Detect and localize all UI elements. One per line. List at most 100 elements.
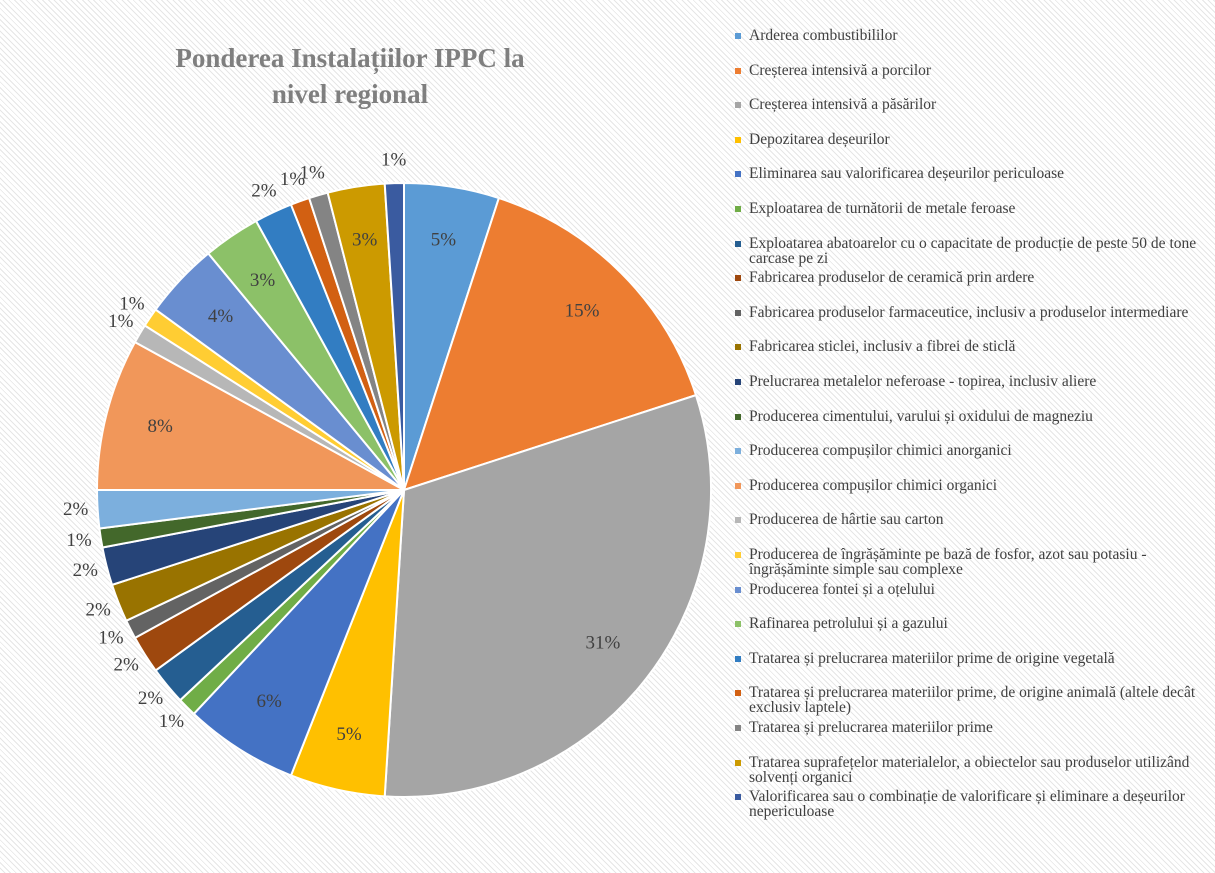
- legend-swatch: [735, 240, 741, 247]
- legend-label: Creșterea intensivă a păsărilor: [749, 96, 937, 114]
- data-label: 31%: [585, 633, 620, 654]
- data-label: 1%: [66, 530, 92, 551]
- legend-item: Creșterea intensivă a păsărilor: [735, 97, 1215, 112]
- data-label: 1%: [98, 628, 124, 649]
- legend-item: Prelucrarea metalelor neferoase - topire…: [735, 374, 1215, 389]
- legend-item: Creșterea intensivă a porcilor: [735, 61, 1215, 79]
- legend-label: Depozitarea deșeurilor: [749, 130, 890, 148]
- legend-item: Depozitarea deșeurilor: [735, 132, 1215, 147]
- legend-item: Exploatarea de turnătorii de metale fero…: [735, 201, 1215, 216]
- pie-slice: [402, 196, 698, 492]
- data-label: 1%: [159, 711, 185, 732]
- legend-swatch: [735, 344, 741, 351]
- legend-item: Arderea combustibililor: [735, 28, 1215, 43]
- legend-swatch: [735, 136, 741, 143]
- legend-item: Producerea de hârtie sau carton: [735, 511, 1215, 529]
- legend-item: Producerea compușilor chimici anorganici: [735, 443, 1215, 458]
- legend-label: Tratarea suprafețelor materialelor, a ob…: [749, 753, 1190, 786]
- legend-swatch: [735, 413, 741, 420]
- data-label: 2%: [114, 655, 140, 676]
- legend-label: Rafinarea petrolului și a gazului: [749, 615, 948, 633]
- data-label: 8%: [148, 416, 174, 437]
- legend-item: Tratarea și prelucrarea materiilor prime…: [735, 651, 1215, 666]
- legend: Arderea combustibililor Creșterea intensi…: [735, 28, 1215, 873]
- legend-label: Valorificarea sau o combinație de valori…: [749, 788, 1185, 821]
- pie-slice: [95, 340, 405, 491]
- legend-label: Exploatarea abatoarelor cu o capacitate …: [749, 234, 1197, 267]
- pie-slice: [383, 181, 405, 491]
- legend-item: Producerea de îngrășăminte pe bază de fo…: [735, 547, 1215, 577]
- legend-swatch: [735, 171, 741, 178]
- data-label: 6%: [256, 691, 282, 712]
- legend-swatch: [735, 275, 741, 282]
- legend-item: Producerea cimentului, varului și oxidul…: [735, 407, 1215, 425]
- legend-swatch: [735, 725, 741, 731]
- legend-item: Producerea fontei și a oțelului: [735, 580, 1215, 598]
- data-label: 1%: [300, 162, 326, 183]
- legend-label: Producerea compușilor chimici anorganici: [749, 442, 1012, 460]
- legend-label: Fabricarea produselor de ceramică prin a…: [749, 269, 1035, 287]
- legend-label: Producerea compușilor chimici organici: [749, 476, 998, 494]
- pie-slice: [383, 393, 712, 798]
- data-label: 2%: [138, 688, 164, 709]
- legend-swatch: [735, 655, 741, 662]
- legend-item: Producerea compușilor chimici organici: [735, 478, 1215, 493]
- legend-label: Fabricarea produselor farmaceutice, incl…: [749, 303, 1189, 321]
- legend-swatch: [735, 586, 741, 593]
- chart-title: Ponderea Instalațiilor IPPC la nivel reg…: [175, 43, 525, 109]
- legend-label: Exploatarea de turnătorii de metale fero…: [749, 200, 1016, 217]
- legend-label: Prelucrarea metalelor neferoase - topire…: [749, 373, 1097, 390]
- data-label: 5%: [431, 230, 457, 251]
- legend-swatch: [735, 102, 741, 109]
- legend-item: Tratarea și prelucrarea materiilor prime: [735, 720, 1215, 735]
- data-label: 1%: [119, 293, 145, 314]
- legend-swatch: [735, 309, 741, 316]
- legend-swatch: [735, 33, 741, 39]
- data-label: 3%: [352, 230, 378, 251]
- legend-swatch: [735, 621, 741, 628]
- data-label: 2%: [73, 560, 99, 581]
- legend-swatch: [735, 690, 741, 697]
- legend-swatch: [735, 67, 741, 74]
- legend-label: Arderea combustibililor: [749, 28, 898, 44]
- legend-swatch: [735, 517, 741, 524]
- legend-item: Fabricarea produselor farmaceutice, incl…: [735, 305, 1215, 320]
- legend-item: Fabricarea produselor de ceramică prin a…: [735, 270, 1215, 285]
- legend-swatch: [735, 379, 741, 385]
- legend-label: Tratarea și prelucrarea materiilor prime…: [749, 684, 1196, 717]
- data-label: 2%: [85, 599, 111, 620]
- legend-label: Producerea fontei și a oțelului: [749, 580, 935, 598]
- data-label: 3%: [250, 270, 276, 291]
- legend-item: Valorificarea sau o combinație de valori…: [735, 789, 1215, 819]
- legend-swatch: [735, 759, 741, 766]
- legend-item: Fabricarea sticlei, inclusiv a fibrei de…: [735, 338, 1215, 356]
- data-label: 1%: [280, 169, 306, 190]
- legend-item: Eliminarea sau valorificarea deșeurilor …: [735, 165, 1215, 183]
- data-label: 2%: [251, 181, 277, 202]
- legend-label: Producerea de hârtie sau carton: [749, 511, 944, 529]
- data-label: 15%: [565, 300, 600, 321]
- legend-label: Tratarea și prelucrarea materiilor prime: [749, 719, 993, 736]
- legend-label: Creșterea intensivă a porcilor: [749, 61, 932, 79]
- data-label: 5%: [336, 724, 362, 745]
- legend-item: Tratarea și prelucrarea materiilor prime…: [735, 684, 1215, 717]
- data-label: 1%: [108, 311, 134, 332]
- legend-label: Producerea de îngrășăminte pe bază de fo…: [749, 546, 1147, 578]
- legend-label: Eliminarea sau valorificarea deșeurilor …: [749, 165, 1065, 183]
- legend-swatch: [735, 448, 741, 455]
- legend-label: Fabricarea sticlei, inclusiv a fibrei de…: [749, 338, 1016, 356]
- data-label: 1%: [381, 150, 407, 171]
- legend-label: Tratarea și prelucrarea materiilor prime…: [749, 649, 1115, 667]
- legend-label: Producerea cimentului, varului și oxidul…: [749, 407, 1093, 425]
- data-label: 4%: [208, 306, 234, 327]
- legend-swatch: [735, 794, 741, 801]
- legend-swatch: [735, 206, 741, 212]
- data-label: 2%: [63, 499, 89, 520]
- legend-swatch: [735, 482, 741, 489]
- legend-item: Exploatarea abatoarelor cu o capacitate …: [735, 234, 1215, 267]
- legend-swatch: [735, 552, 741, 558]
- legend-item: Rafinarea petrolului și a gazului: [735, 616, 1215, 631]
- legend-item: Tratarea suprafețelor materialelor, a ob…: [735, 753, 1215, 786]
